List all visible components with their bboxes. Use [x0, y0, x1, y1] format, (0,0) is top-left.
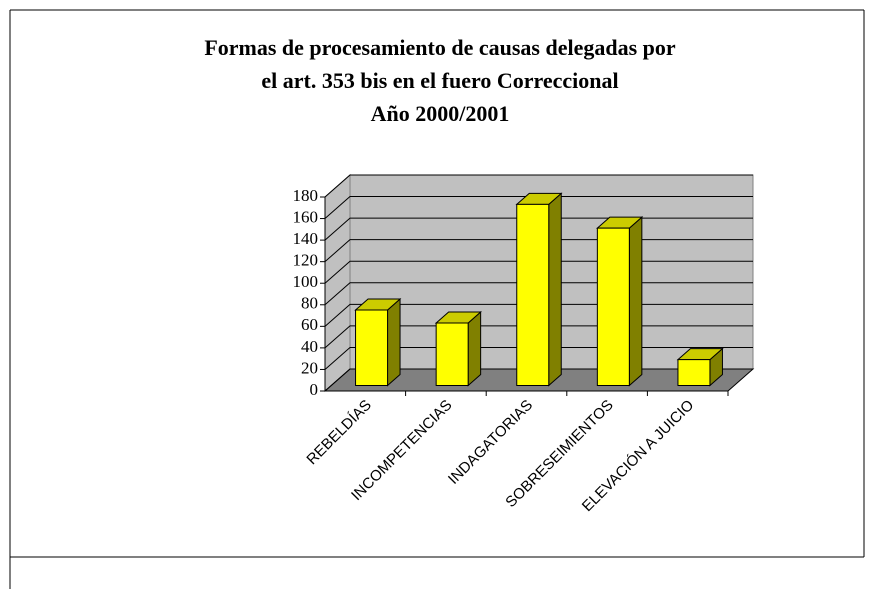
y-tick-label: 140 [293, 229, 319, 248]
y-tick-label: 120 [293, 251, 319, 270]
y-tick-label: 100 [293, 272, 319, 291]
bar-front [355, 309, 389, 386]
y-tick-label: 40 [301, 337, 318, 356]
x-tick-label: REBELDÍAS [303, 397, 375, 469]
bar-front [677, 359, 711, 386]
bar-side [467, 310, 482, 387]
bar [676, 347, 724, 387]
bar-front [435, 322, 469, 386]
bar [515, 192, 563, 387]
y-tick-label: 20 [301, 358, 318, 377]
bar [354, 297, 402, 387]
y-tick-label: 180 [293, 186, 319, 205]
bar-side [387, 297, 401, 387]
y-tick-label: 160 [293, 207, 319, 226]
bar [434, 310, 482, 387]
chart-title: Año 2000/2001 [371, 101, 510, 126]
y-tick-label: 80 [301, 294, 318, 313]
bar-side [548, 192, 562, 387]
bar [596, 216, 644, 387]
x-tick-label: INDAGATORIAS [445, 397, 536, 488]
bar-front [596, 227, 630, 386]
bar-front [516, 203, 550, 386]
bar-side [628, 216, 643, 387]
y-tick-label: 60 [301, 315, 318, 334]
chart-title: Formas de procesamiento de causas delega… [204, 35, 676, 60]
chart-title: el art. 353 bis en el fuero Correccional [261, 68, 618, 93]
y-tick-label: 0 [310, 380, 319, 399]
grid-line [324, 196, 753, 219]
grid-line [324, 174, 753, 198]
